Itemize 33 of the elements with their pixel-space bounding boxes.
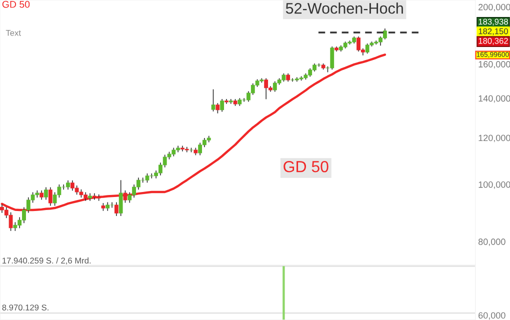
candlestick (40, 190, 44, 200)
candlestick (211, 88, 216, 112)
ref-line-label: 17.940.259 S. / 2,6 Mrd. (2, 257, 91, 265)
candlestick (44, 186, 48, 200)
candlestick (8, 212, 13, 232)
y-tick-label: 200,000 (478, 4, 510, 12)
annotation: Text (6, 30, 21, 36)
ref-line-label: 8.970.129 S. (2, 304, 48, 310)
y-tick-label: 60,000 (478, 312, 506, 320)
candlestick (66, 180, 70, 190)
candlestick (145, 173, 150, 184)
candlestick (198, 142, 202, 156)
y-tick-label: 100,000 (478, 181, 510, 189)
y-tick-label: 120,000 (478, 134, 510, 142)
y-tick-label: 80,000 (478, 238, 506, 246)
candlestick (48, 186, 52, 206)
candlestick (264, 78, 268, 100)
candlestick (123, 190, 128, 204)
candlestick (365, 43, 370, 54)
text: 183,938 (478, 18, 508, 26)
text: 180,362 (478, 38, 508, 45)
text: 182,150 (478, 28, 508, 36)
candlestick (330, 46, 334, 70)
candlestick (74, 185, 79, 196)
candlestick (118, 180, 123, 216)
y-tick-label: 140,000 (478, 95, 510, 103)
text: GD 50 (2, 0, 30, 8)
annotation: GD 50 (284, 160, 328, 172)
candlestick (114, 202, 118, 216)
y-tick-label: 160,000 (478, 61, 510, 69)
candlestick (216, 102, 220, 114)
candlestick (220, 98, 224, 112)
ref-line-label: 52-Wochen-Hoch (286, 2, 403, 14)
